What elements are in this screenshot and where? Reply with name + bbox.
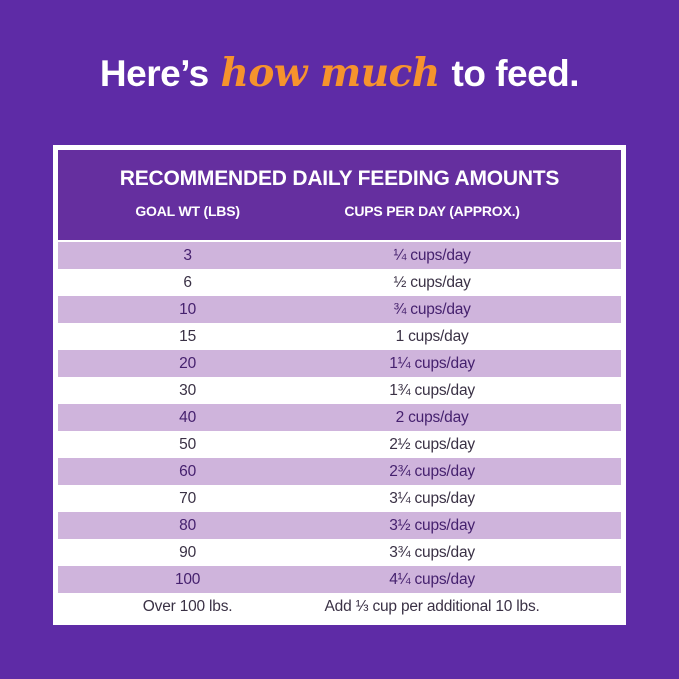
table-row: 40 2 cups/day <box>58 404 621 431</box>
cups-per-day-cell: ¾ cups/day <box>393 300 471 318</box>
table-row: 30 1¾ cups/day <box>58 377 621 404</box>
goal-weight-cell: 30 <box>179 381 197 399</box>
table-row: 70 3¼ cups/day <box>58 485 621 512</box>
goal-weight-cell: Over 100 lbs. <box>142 597 233 615</box>
table-title: RECOMMENDED DAILY FEEDING AMOUNTS <box>119 167 560 190</box>
cups-per-day-cell: 3½ cups/day <box>389 516 475 534</box>
column-headers: GOAL WT (LBS) CUPS PER DAY (APPROX.) <box>58 203 621 219</box>
cups-per-day-cell: Add ⅓ cup per additional 10 lbs. <box>324 597 540 615</box>
table-row: 10 ¾ cups/day <box>58 296 621 323</box>
table-row: 50 2½ cups/day <box>58 431 621 458</box>
cups-per-day-cell: 1¼ cups/day <box>389 354 475 372</box>
goal-weight-cell: 50 <box>179 435 197 453</box>
goal-weight-cell: 40 <box>179 408 197 426</box>
table-header: RECOMMENDED DAILY FEEDING AMOUNTS GOAL W… <box>58 150 621 242</box>
table-row: 15 1 cups/day <box>58 323 621 350</box>
cups-per-day-cell: 4¼ cups/day <box>389 570 475 588</box>
table-row: 90 3¾ cups/day <box>58 539 621 566</box>
goal-weight-cell: 3 <box>183 246 192 264</box>
goal-weight-cell: 100 <box>174 570 201 588</box>
feeding-amounts-table: RECOMMENDED DAILY FEEDING AMOUNTS GOAL W… <box>53 145 626 625</box>
goal-weight-cell: 6 <box>183 273 192 291</box>
cups-per-day-cell: 1¾ cups/day <box>389 381 475 399</box>
table-row: 3 ¼ cups/day <box>58 242 621 269</box>
table-row: 20 1¼ cups/day <box>58 350 621 377</box>
heading-highlight: how much <box>220 50 440 96</box>
cups-per-day-cell: 3¼ cups/day <box>389 489 475 507</box>
goal-weight-cell: 80 <box>179 516 197 534</box>
cups-per-day-cell: 2¾ cups/day <box>389 462 475 480</box>
table-row: Over 100 lbs. Add ⅓ cup per additional 10… <box>58 593 621 620</box>
page-title: Here’s how much to feed. <box>0 50 679 96</box>
goal-weight-cell: 10 <box>179 300 197 318</box>
column-header-cups-per-day: CUPS PER DAY (APPROX.) <box>344 203 520 219</box>
cups-per-day-cell: 2½ cups/day <box>389 435 475 453</box>
goal-weight-cell: 90 <box>179 543 197 561</box>
table-row: 60 2¾ cups/day <box>58 458 621 485</box>
cups-per-day-cell: 3¾ cups/day <box>389 543 475 561</box>
cups-per-day-cell: ½ cups/day <box>393 273 471 291</box>
heading-text-suffix: to feed. <box>441 53 580 94</box>
goal-weight-cell: 60 <box>179 462 197 480</box>
goal-weight-cell: 20 <box>179 354 197 372</box>
table-row: 80 3½ cups/day <box>58 512 621 539</box>
goal-weight-cell: 15 <box>179 327 197 345</box>
column-header-goal-weight: GOAL WT (LBS) <box>135 203 240 219</box>
table-row: 6 ½ cups/day <box>58 269 621 296</box>
table-row: 100 4¼ cups/day <box>58 566 621 593</box>
cups-per-day-cell: 2 cups/day <box>395 408 469 426</box>
heading-text-prefix: Here’s <box>99 53 219 94</box>
cups-per-day-cell: ¼ cups/day <box>393 246 471 264</box>
cups-per-day-cell: 1 cups/day <box>395 327 469 345</box>
goal-weight-cell: 70 <box>179 489 197 507</box>
